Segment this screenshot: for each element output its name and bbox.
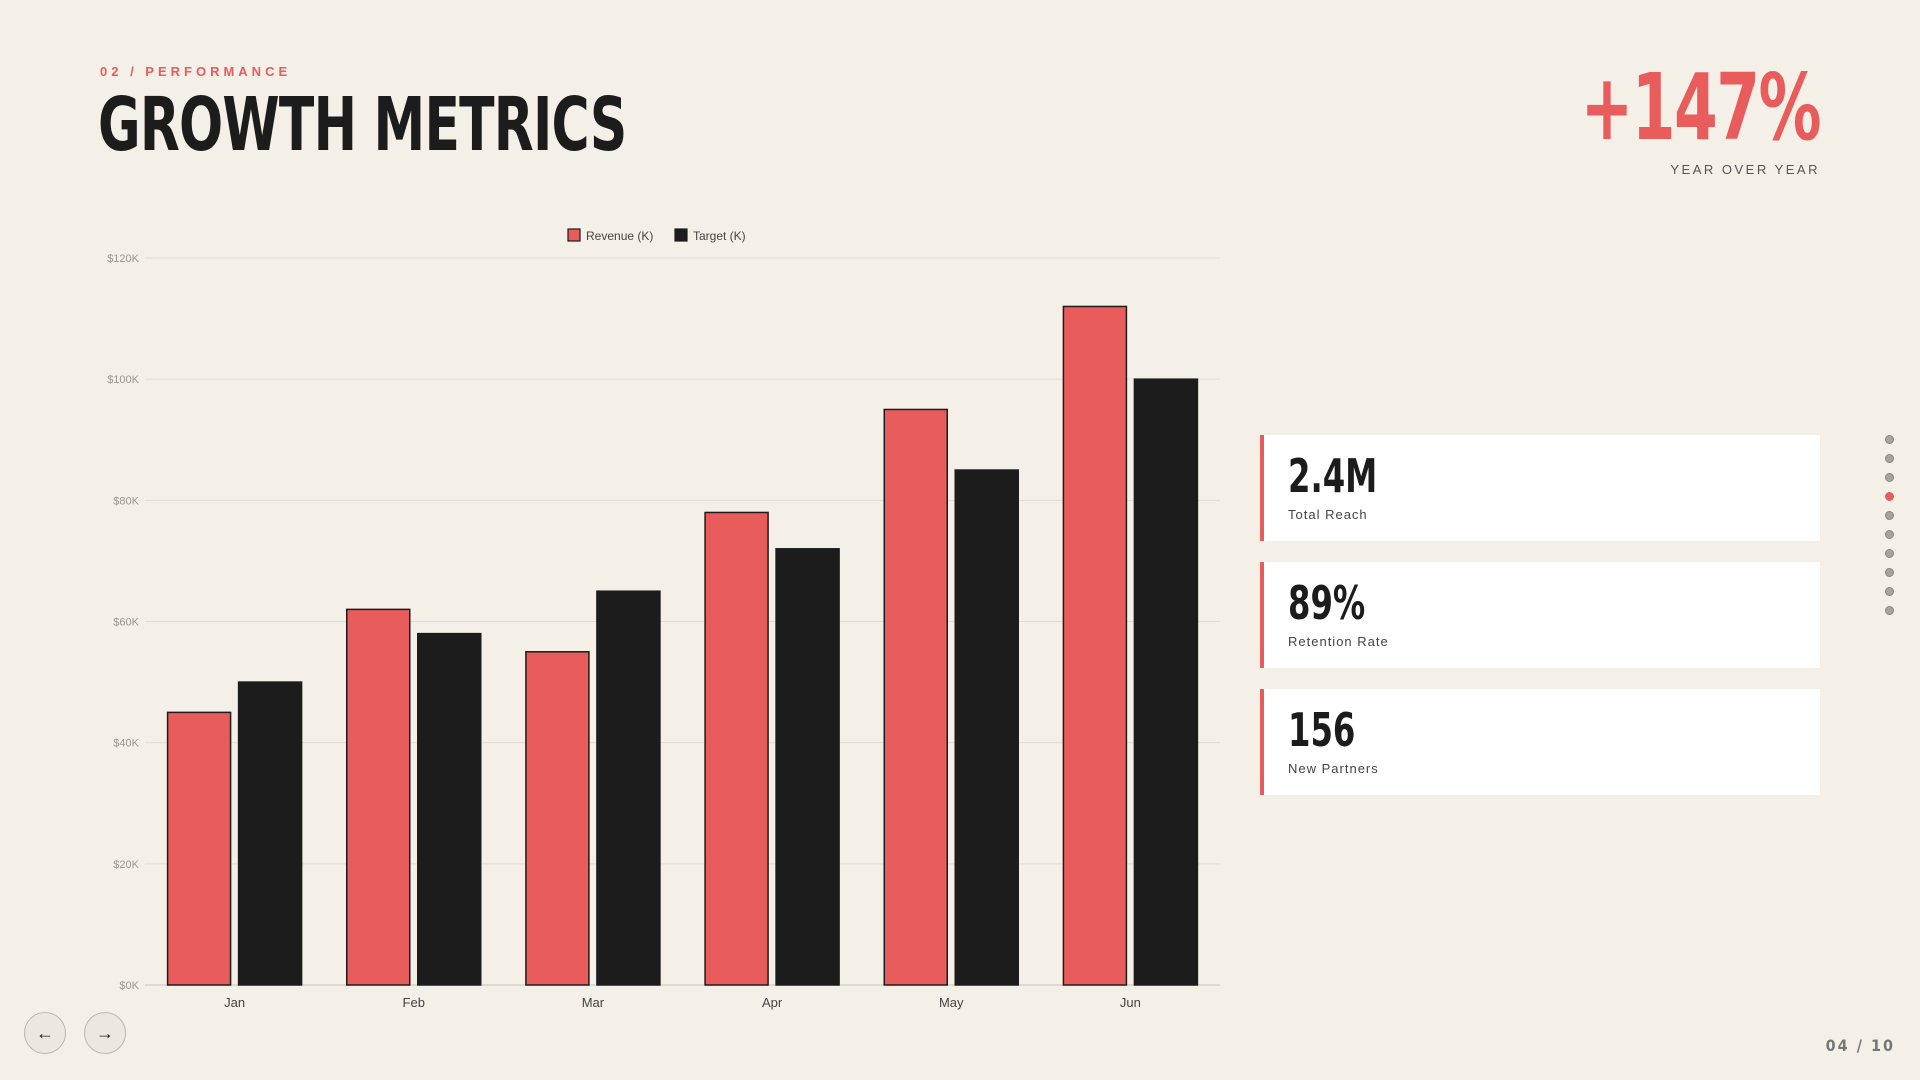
y-tick-label: $0K: [119, 980, 139, 992]
x-tick-label: May: [939, 995, 964, 1010]
stat-card-total-reach: 2.4M Total Reach: [1260, 435, 1820, 541]
next-slide-button[interactable]: →: [84, 1012, 126, 1054]
bar-revenue-jun: [1062, 305, 1128, 986]
slide-dots: [1885, 435, 1897, 625]
stat-label: New Partners: [1288, 761, 1379, 776]
x-tick-label: Jan: [224, 995, 245, 1010]
slide-dot-4[interactable]: [1885, 492, 1894, 501]
bar-target-jun: [1133, 378, 1199, 986]
y-tick-label: $80K: [113, 495, 139, 507]
slide-dot-6[interactable]: [1885, 530, 1894, 539]
page-title: GROWTH METRICS: [98, 82, 627, 168]
slide-dot-2[interactable]: [1885, 454, 1894, 463]
legend-label: Target (K): [693, 229, 746, 243]
bar-target-may: [954, 469, 1019, 986]
stat-label: Retention Rate: [1288, 634, 1389, 649]
bar-target-apr: [775, 548, 840, 986]
slide-dot-10[interactable]: [1885, 606, 1894, 615]
bar-revenue-jan: [166, 711, 232, 986]
bar-revenue-may: [883, 408, 948, 986]
slide-dot-9[interactable]: [1885, 587, 1894, 596]
bar-revenue-mar: [525, 651, 590, 986]
y-tick-label: $60K: [113, 617, 139, 629]
section-eyebrow: 02 / PERFORMANCE: [100, 64, 292, 79]
chart-svg: $0K $20K $40K $60K $80K $100K $120K Jan Feb Mar Ap…: [107, 228, 1220, 1010]
y-tick-label: $20K: [113, 859, 139, 871]
bar-revenue-feb: [346, 608, 411, 986]
bar-revenue-apr: [704, 511, 769, 986]
stat-value: 156: [1288, 703, 1356, 757]
slide-dot-8[interactable]: [1885, 568, 1894, 577]
bar-target-jan: [237, 681, 303, 986]
x-tick-label: Apr: [762, 995, 783, 1010]
y-tick-label: $100K: [107, 374, 139, 386]
stat-card-new-partners: 156 New Partners: [1260, 689, 1820, 795]
slide-dot-7[interactable]: [1885, 549, 1894, 558]
y-tick-label: $40K: [113, 738, 139, 750]
page-indicator: 04 / 10: [1825, 1036, 1895, 1055]
x-tick-label: Jun: [1120, 995, 1141, 1010]
slide-dot-5[interactable]: [1885, 511, 1894, 520]
bar-target-feb: [417, 632, 482, 986]
stat-value: 89%: [1288, 576, 1366, 630]
bar-chart: $0K $20K $40K $60K $80K $100K $120K Jan Feb Mar Ap…: [90, 225, 1230, 1020]
stat-card-retention-rate: 89% Retention Rate: [1260, 562, 1820, 668]
bar-target-mar: [596, 590, 661, 986]
legend-swatch: [674, 228, 688, 242]
x-tick-label: Mar: [582, 995, 605, 1010]
legend-swatch: [567, 228, 581, 242]
x-tick-label: Feb: [403, 995, 425, 1010]
slide-dot-3[interactable]: [1885, 473, 1894, 482]
slide-dot-1[interactable]: [1885, 435, 1894, 444]
stat-label: Total Reach: [1288, 507, 1368, 522]
legend-label: Revenue (K): [586, 229, 653, 243]
y-tick-label: $120K: [107, 253, 139, 265]
stat-value: 2.4M: [1288, 449, 1378, 503]
arrow-right-icon: →: [96, 1022, 114, 1043]
headline-kpi-caption: YEAR OVER YEAR: [1670, 162, 1820, 177]
headline-kpi-value: +147%: [1580, 54, 1822, 161]
arrow-left-icon: ←: [36, 1022, 54, 1043]
prev-slide-button[interactable]: ←: [24, 1012, 66, 1054]
